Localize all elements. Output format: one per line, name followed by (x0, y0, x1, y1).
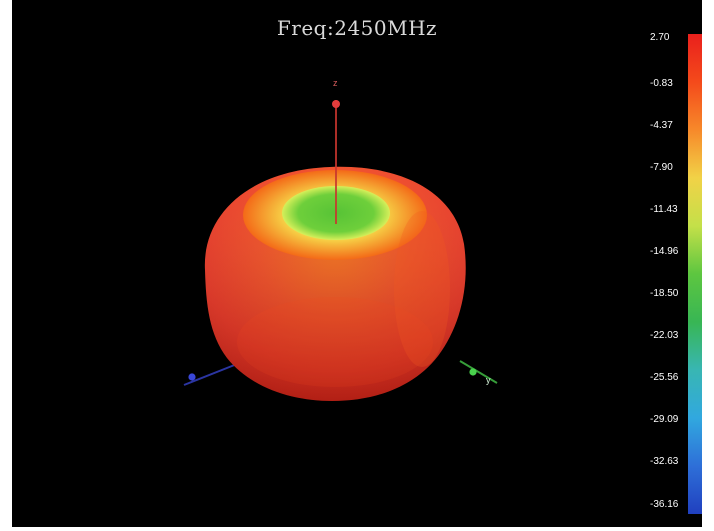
color-scale-tick-neg14-96: -14.96 (650, 246, 679, 257)
z-axis-group: z (332, 78, 340, 224)
pattern-right-highlight (394, 211, 450, 367)
color-scale-tick-neg32-63: -32.63 (650, 456, 679, 467)
color-scale-tick-neg25-56: -25.56 (650, 372, 679, 383)
x-axis-marker (188, 373, 196, 381)
color-scale-tick-neg36-16: -36.16 (650, 499, 679, 510)
color-scale-tick-2-70: 2.70 (650, 32, 670, 43)
radiation-pattern-viewport[interactable]: Freq:2450MHz (12, 0, 702, 527)
color-scale-tick-neg22-03: -22.03 (650, 330, 679, 341)
z-axis-label: z (333, 78, 338, 88)
color-scale-bar (688, 34, 702, 514)
axis-group: y (183, 360, 498, 386)
color-scale-tick-neg29-09: -29.09 (650, 414, 679, 425)
color-scale-tick-neg18-50: -18.50 (650, 288, 679, 299)
frequency-title: Freq:2450MHz (276, 16, 438, 40)
y-axis-line (459, 360, 498, 384)
color-scale-tick-neg4-37: -4.37 (650, 120, 673, 131)
color-scale-tick-neg7-90: -7.90 (650, 162, 673, 173)
pattern-lower-glow (237, 297, 433, 387)
y-axis-marker (469, 368, 477, 376)
radiation-pattern-scene: y z (183, 78, 498, 401)
z-axis-marker (332, 100, 340, 108)
color-scale-tick-neg11-43: -11.43 (650, 204, 678, 215)
color-scale-tick-neg0-83: -0.83 (650, 78, 673, 89)
x-axis-line (183, 363, 238, 386)
y-axis-label: y (486, 375, 491, 385)
